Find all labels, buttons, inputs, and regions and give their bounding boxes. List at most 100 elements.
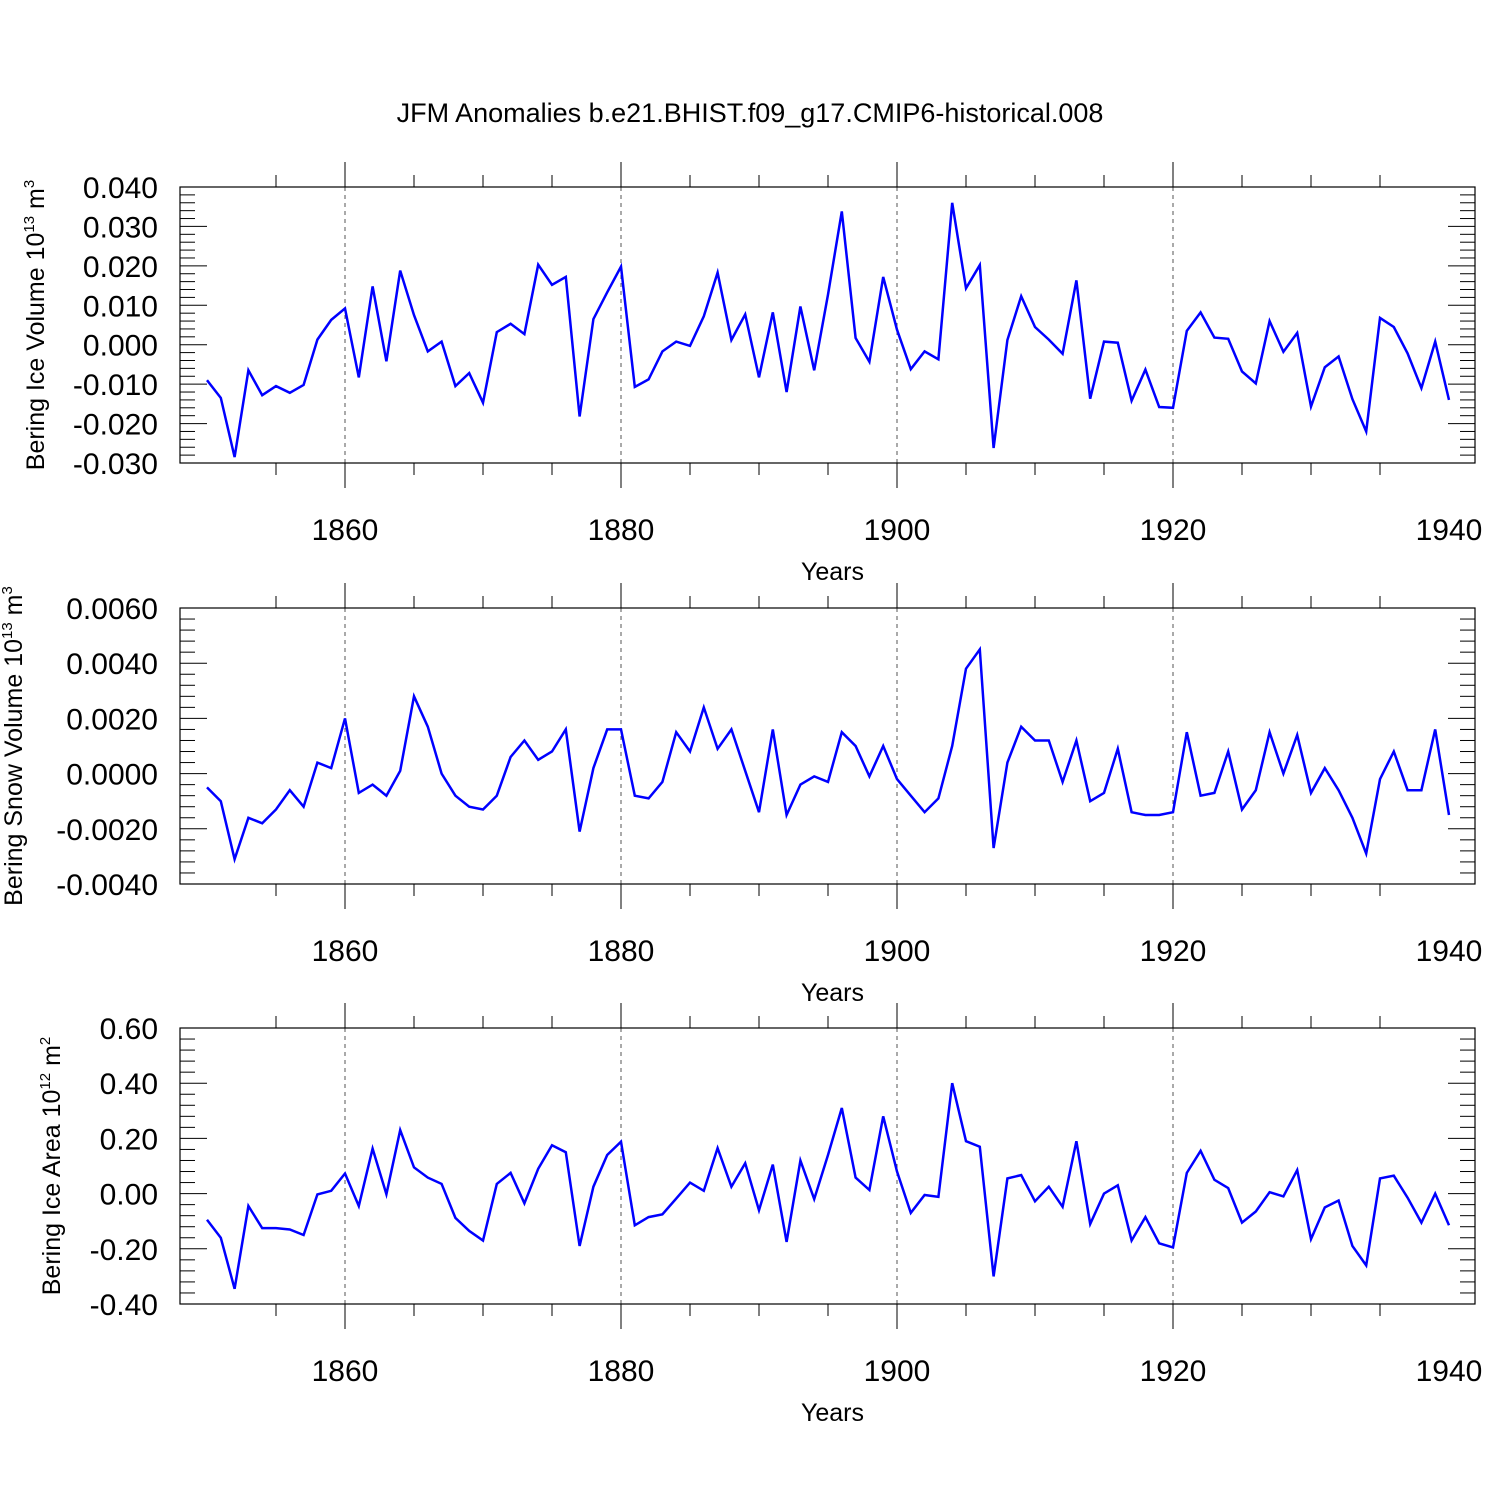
- data-point: [482, 809, 484, 811]
- data-point: [937, 1196, 939, 1198]
- data-point: [910, 1212, 912, 1214]
- panels: -0.030 -0.020 -0.010 0.000 0.010 0.020 0.030 0.…: [0, 162, 1482, 1427]
- data-point: [1379, 778, 1381, 780]
- data-point: [358, 1205, 360, 1207]
- data-point: [579, 416, 581, 418]
- data-point: [261, 394, 263, 396]
- data-point: [399, 270, 401, 272]
- data-point: [1020, 1174, 1022, 1176]
- data-point: [1062, 1206, 1064, 1208]
- x-axis-label: Years: [801, 979, 864, 1007]
- data-point: [551, 1144, 553, 1146]
- data-point: [247, 369, 249, 371]
- data-point: [372, 784, 374, 786]
- data-point: [868, 775, 870, 777]
- data-point: [868, 361, 870, 363]
- data-point: [1172, 1246, 1174, 1248]
- data-point: [510, 1172, 512, 1174]
- data-point: [661, 781, 663, 783]
- data-point: [661, 1213, 663, 1215]
- data-point: [689, 1182, 691, 1184]
- data-point: [993, 1275, 995, 1277]
- data-point: [1393, 1175, 1395, 1177]
- data-point: [827, 1154, 829, 1156]
- data-point: [537, 1168, 539, 1170]
- data-point: [896, 778, 898, 780]
- data-point: [1103, 341, 1105, 343]
- y-tick-label: 0.60: [100, 1013, 158, 1046]
- data-point: [330, 767, 332, 769]
- y-tick-label: 0.0000: [66, 759, 158, 792]
- data-point: [744, 770, 746, 772]
- data-point: [592, 1186, 594, 1188]
- data-point: [1448, 399, 1450, 401]
- data-point: [1324, 767, 1326, 769]
- data-point: [523, 1202, 525, 1204]
- data-point: [316, 762, 318, 764]
- data-point: [648, 1216, 650, 1218]
- data-point: [1186, 1172, 1188, 1174]
- data-point: [1089, 800, 1091, 802]
- data-point: [261, 1227, 263, 1229]
- data-point: [454, 795, 456, 797]
- chart-panel-2: -0.0040 -0.0020 0.0000 0.0020 0.0040 0.0060 18…: [0, 583, 1482, 1007]
- data-point: [1351, 1245, 1353, 1247]
- data-point: [937, 797, 939, 799]
- data-point: [1075, 740, 1077, 742]
- data-point: [1006, 1177, 1008, 1179]
- data-point: [1200, 311, 1202, 313]
- data-point: [247, 1205, 249, 1207]
- data-point: [523, 333, 525, 335]
- data-point: [1338, 356, 1340, 358]
- data-point: [1200, 795, 1202, 797]
- data-point: [399, 1129, 401, 1131]
- y-tick-label: 0.20: [100, 1123, 158, 1156]
- data-point: [758, 811, 760, 813]
- data-point: [730, 339, 732, 341]
- x-tick-label: 1860: [312, 514, 379, 547]
- data-point: [1407, 789, 1409, 791]
- data-point: [827, 781, 829, 783]
- data-point: [551, 284, 553, 286]
- y-tick-label: 0.0020: [66, 703, 158, 736]
- data-point: [1379, 1177, 1381, 1179]
- data-point: [620, 728, 622, 730]
- data-point: [1310, 406, 1312, 408]
- data-point: [1296, 734, 1298, 736]
- data-point: [1048, 339, 1050, 341]
- data-point: [896, 329, 898, 331]
- data-point: [1034, 1200, 1036, 1202]
- y-tick-label: 0.00: [100, 1179, 158, 1212]
- y-tick-label: -0.0020: [56, 814, 158, 847]
- data-point: [1255, 789, 1257, 791]
- data-point: [1200, 1150, 1202, 1152]
- data-point: [993, 447, 995, 449]
- data-point: [1227, 751, 1229, 753]
- x-tick-label: 1940: [1416, 1355, 1483, 1388]
- data-point: [1393, 326, 1395, 328]
- chart-panel-3: -0.40 -0.20 0.00 0.20 0.40 0.60 1860 1880 1900 19…: [37, 1003, 1482, 1427]
- data-point: [1131, 811, 1133, 813]
- data-point: [468, 372, 470, 374]
- data-point: [592, 318, 594, 320]
- data-point: [924, 350, 926, 352]
- data-point: [965, 287, 967, 289]
- data-point: [289, 789, 291, 791]
- chart-panel-1: -0.030 -0.020 -0.010 0.000 0.010 0.020 0.030 0.…: [21, 162, 1482, 586]
- data-point: [441, 1183, 443, 1185]
- data-series-line: [206, 202, 1451, 458]
- data-point: [330, 1190, 332, 1192]
- y-axis-label-unit-exponent: 3: [21, 180, 38, 188]
- data-point: [1089, 398, 1091, 400]
- data-point: [772, 728, 774, 730]
- x-tick-label: 1880: [588, 1355, 655, 1388]
- data-point: [482, 402, 484, 404]
- data-point: [1158, 1242, 1160, 1244]
- data-point: [1158, 406, 1160, 408]
- data-point: [1296, 1169, 1298, 1171]
- data-point: [786, 814, 788, 816]
- data-point: [1172, 811, 1174, 813]
- data-point: [1241, 371, 1243, 373]
- data-point: [344, 307, 346, 309]
- data-point: [275, 1227, 277, 1229]
